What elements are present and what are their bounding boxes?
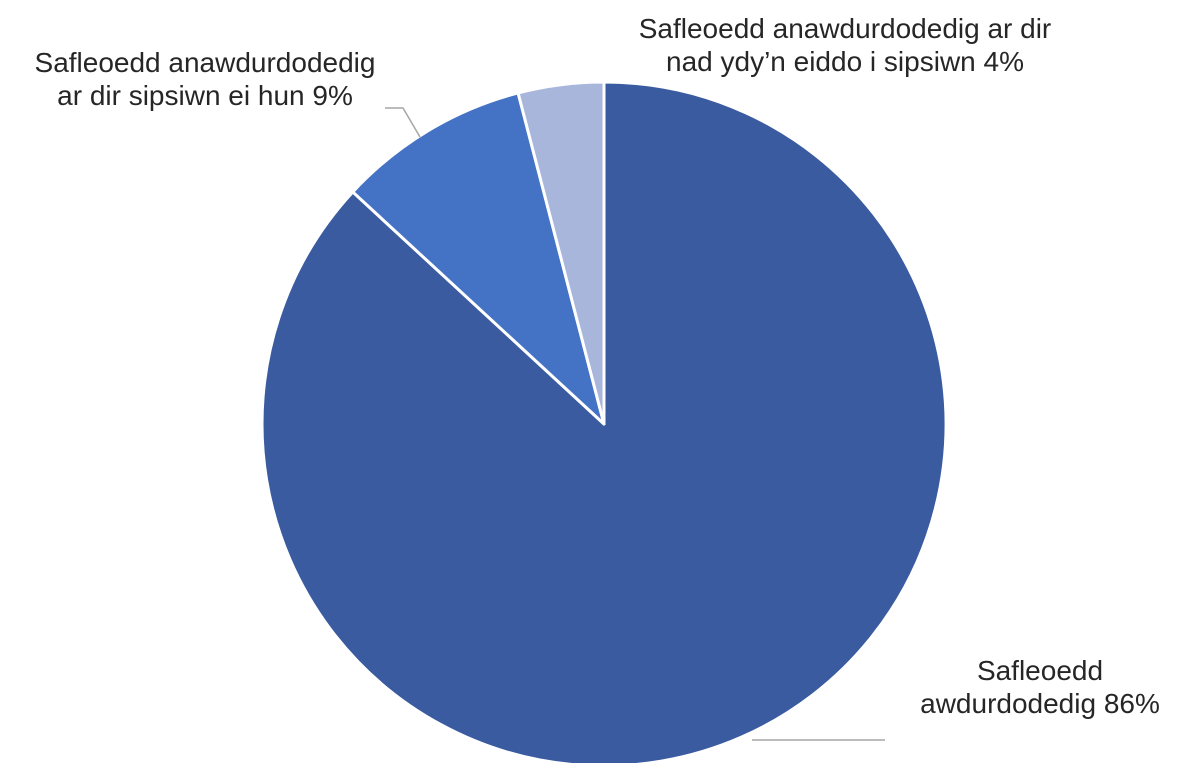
leader-lines <box>385 107 885 741</box>
slice-labels: Safleoedd awdurdodedig 86% Safleoedd anawd… <box>35 13 1160 719</box>
slice-label-line: nad ydy’n eiddo i sipsiwn 4% <box>666 46 1024 77</box>
slice-label: Safleoedd anawdurdodedig ar dir sipsiwn e… <box>35 47 376 111</box>
pie-slices <box>260 80 948 763</box>
slice-label-line: Safleoedd anawdurdodedig ar dir <box>639 13 1052 44</box>
slice-label-line: ar dir sipsiwn ei hun 9% <box>57 80 353 111</box>
slice-label: Safleoedd awdurdodedig 86% <box>920 655 1160 719</box>
slice-label-line: Safleoedd anawdurdodedig <box>35 47 376 78</box>
slice-label: Safleoedd anawdurdodedig ar dir nad ydy’n… <box>639 13 1052 77</box>
slice-label-line: awdurdodedig 86% <box>920 688 1160 719</box>
pie-slice <box>351 91 606 426</box>
slice-label-line: Safleoedd <box>977 655 1103 686</box>
pie-slice <box>516 80 606 426</box>
leader-line <box>385 107 421 138</box>
